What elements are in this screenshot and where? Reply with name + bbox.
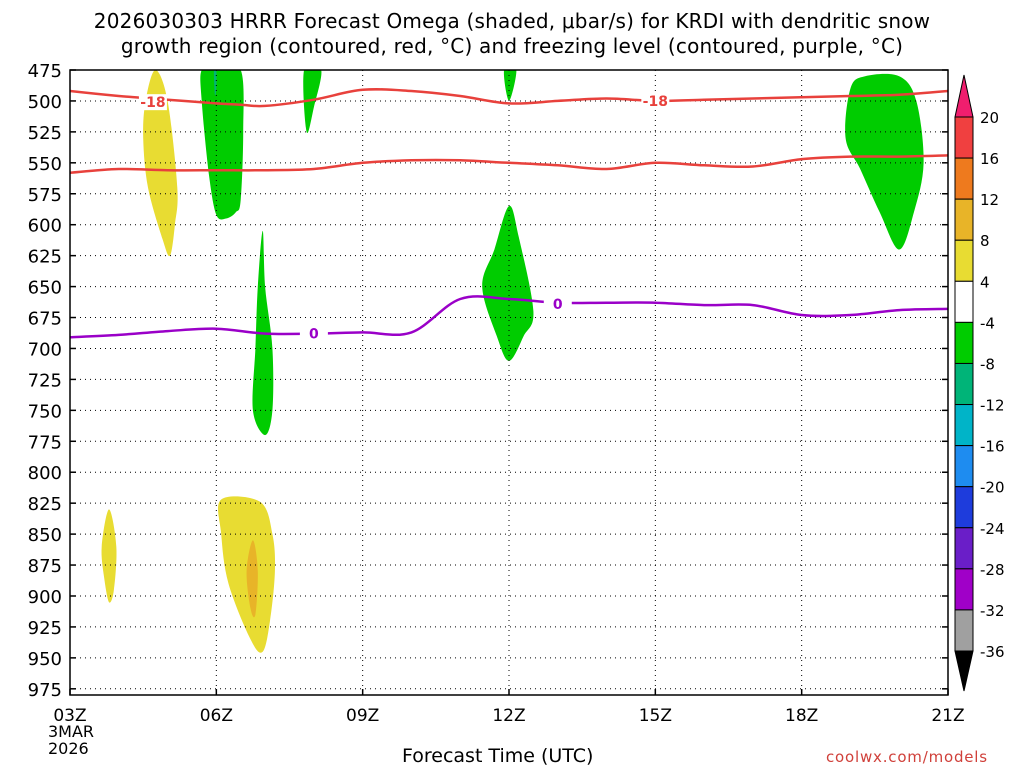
y-tick-label-675: 675 — [28, 309, 62, 330]
y-tick-label-725: 725 — [28, 370, 62, 391]
colorbar-box-7 — [954, 404, 974, 447]
y-tick-label-525: 525 — [28, 123, 62, 144]
red-contour-1 — [70, 154, 948, 174]
omega-region-5 — [503, 70, 517, 101]
colorbar-label-10: -24 — [980, 520, 1005, 538]
x-tick-label-09Z: 09Z — [346, 706, 379, 726]
date-label-year: 2026 — [48, 739, 89, 758]
colorbar-label-3: 8 — [980, 232, 990, 250]
omega-region-3 — [303, 70, 322, 134]
omega-region-1 — [200, 70, 244, 220]
red-contour-0 — [70, 88, 948, 108]
y-tick-label-625: 625 — [28, 247, 62, 268]
y-tick-label-750: 750 — [28, 401, 62, 422]
x-tick-label-12Z: 12Z — [492, 706, 525, 726]
y-tick-label-925: 925 — [28, 618, 62, 639]
y-tick-label-975: 975 — [28, 680, 62, 701]
purple-contour-label-1: 0 — [553, 297, 563, 313]
y-tick-label-850: 850 — [28, 525, 62, 546]
colorbar-bottom-arrow — [954, 650, 974, 692]
red-contour-0-label-bg-0 — [138, 94, 167, 111]
colorbar-label-9: -20 — [980, 479, 1005, 497]
colorbar-box-9 — [954, 486, 974, 529]
omega-region-6 — [482, 205, 534, 361]
colorbar-label-0: 20 — [980, 109, 999, 127]
colorbar-label-6: -8 — [980, 355, 995, 373]
red-contour-0-label-1: -18 — [643, 94, 668, 110]
colorbar-label-13: -36 — [980, 643, 1005, 661]
y-tick-label-700: 700 — [28, 339, 62, 360]
colorbar-label-1: 16 — [980, 150, 999, 168]
y-tick-label-575: 575 — [28, 185, 62, 206]
colorbar-label-12: -32 — [980, 602, 1005, 620]
omega-shading — [101, 70, 924, 653]
omega-region-10 — [246, 540, 258, 618]
y-tick-label-775: 775 — [28, 432, 62, 453]
contours: -18 -18 0 0 — [70, 88, 948, 343]
colorbar: 20 16 12 8 4 -4 -8 -12 -16 -20 -24 -28 -32 -36 — [954, 74, 1005, 692]
colorbar-box-11 — [954, 568, 974, 611]
colorbar-label-5: -4 — [980, 314, 995, 332]
purple-contour — [70, 295, 948, 339]
axes: 475 500 525 550 575 600 625 650 675 700 725 750 775 8… — [28, 61, 965, 726]
colorbar-box-0 — [954, 116, 974, 159]
purple-contour-label-0: 0 — [309, 327, 319, 343]
colorbar-box-6 — [954, 362, 974, 406]
colorbar-box-12 — [954, 609, 974, 652]
x-tick-label-03Z: 03Z — [53, 706, 86, 726]
omega-region-8 — [101, 509, 117, 603]
purple-contour-label-bg-1 — [543, 295, 572, 312]
chart-title-line1: 2026030303 HRRR Forecast Omega (shaded, … — [93, 9, 931, 33]
y-tick-label-875: 875 — [28, 556, 62, 577]
colorbar-box-3 — [954, 239, 974, 282]
y-tick-label-800: 800 — [28, 463, 62, 484]
omega-region-7 — [845, 73, 924, 250]
credit-text: coolwx.com/models — [826, 748, 988, 766]
date-label-month: 3MAR — [48, 722, 95, 741]
colorbar-label-11: -28 — [980, 561, 1005, 579]
x-axis-label: Forecast Time (UTC) — [402, 745, 594, 767]
colorbar-label-2: 12 — [980, 191, 999, 209]
y-tick-label-900: 900 — [28, 587, 62, 608]
colorbar-label-4: 4 — [980, 273, 990, 291]
y-tick-label-825: 825 — [28, 494, 62, 515]
colorbar-label-8: -16 — [980, 438, 1005, 456]
x-tick-label-18Z: 18Z — [785, 706, 818, 726]
colorbar-box-10 — [954, 527, 974, 570]
y-tick-label-950: 950 — [28, 649, 62, 670]
colorbar-box-1 — [954, 157, 974, 200]
colorbar-box-5 — [954, 321, 974, 364]
y-tick-label-475: 475 — [28, 61, 62, 82]
colorbar-box-2 — [954, 198, 974, 241]
chart-title-line2: growth region (contoured, red, °C) and f… — [120, 34, 904, 58]
y-tick-label-600: 600 — [28, 216, 62, 237]
x-tick-label-21Z: 21Z — [931, 706, 964, 726]
x-tick-label-06Z: 06Z — [200, 706, 233, 726]
x-tick-label-15Z: 15Z — [639, 706, 672, 726]
y-tick-label-650: 650 — [28, 278, 62, 299]
omega-region-2 — [213, 70, 217, 96]
red-contour-0-label-0: -18 — [140, 95, 165, 111]
colorbar-box-8 — [954, 445, 974, 488]
red-contour-0-label-bg-1 — [641, 92, 670, 109]
y-tick-label-550: 550 — [28, 154, 62, 175]
y-tick-label-500: 500 — [28, 92, 62, 113]
colorbar-box-4 — [954, 280, 974, 323]
omega-region-9 — [218, 496, 276, 653]
purple-contour-label-bg-0 — [299, 325, 328, 342]
colorbar-top-arrow — [954, 74, 974, 118]
colorbar-label-7: -12 — [980, 397, 1005, 415]
